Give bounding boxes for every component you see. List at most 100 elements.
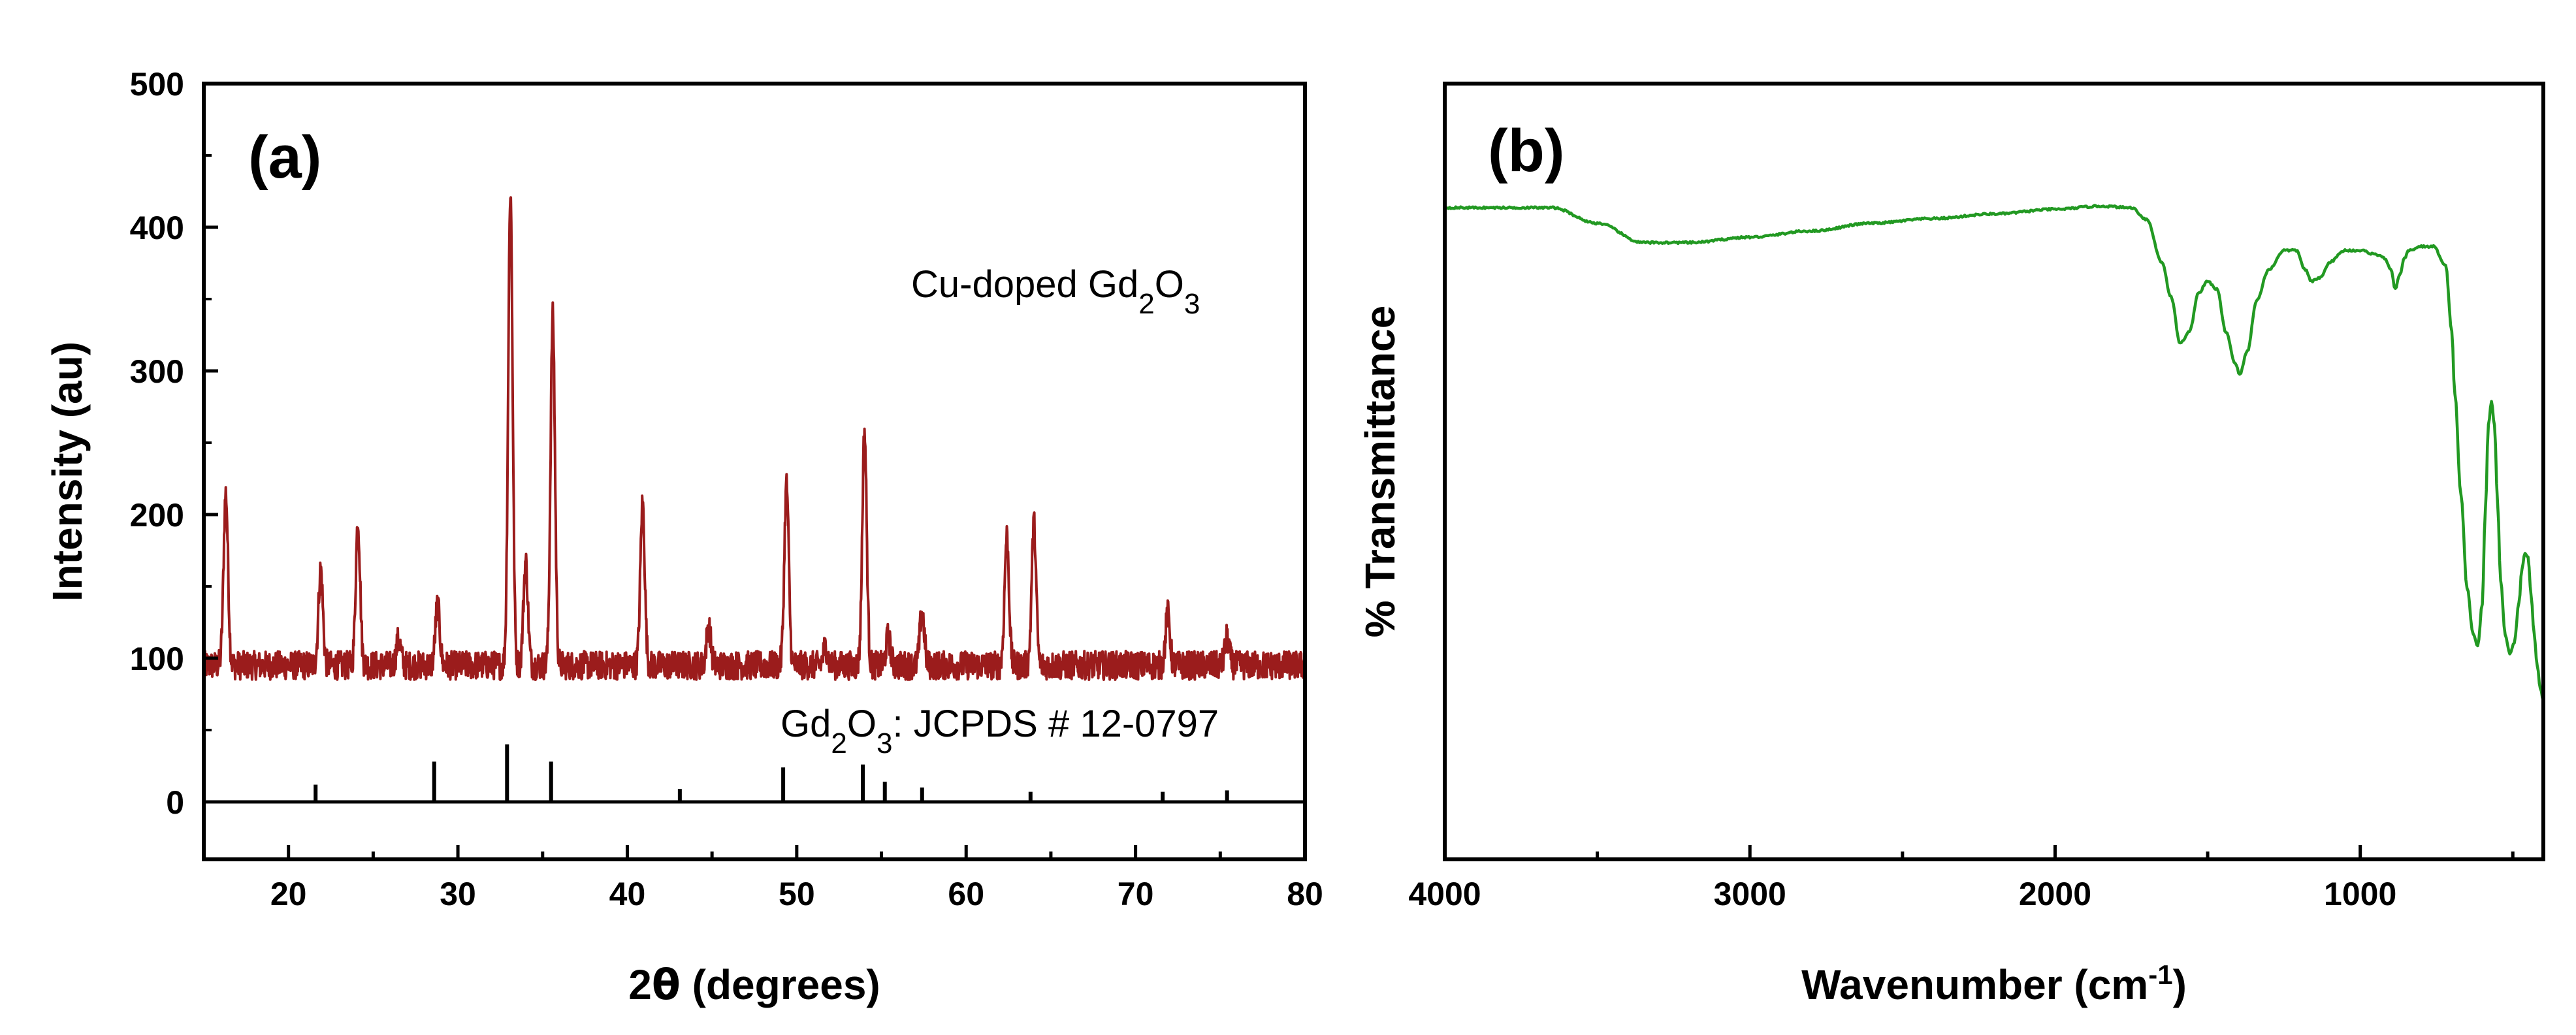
xrd-peak-1	[319, 568, 322, 571]
panel-a-x-tick-label: 40	[609, 876, 646, 912]
ftir-point-14	[2146, 218, 2148, 221]
xrd-peak-5	[509, 190, 511, 193]
ftir-point-40	[2398, 272, 2401, 275]
panel-a-y-tick-label: 500	[130, 66, 184, 103]
ftir-point-4	[1642, 242, 1645, 244]
panel-b-x-tick-label: 3000	[1714, 876, 1786, 912]
ftir-point-19	[2197, 292, 2200, 295]
ftir-point-61	[2513, 641, 2516, 643]
panel-b-x-tick-label: 4000	[1408, 876, 1481, 912]
panel-b-x-axis-title: Wavenumber (cm-1)	[1801, 959, 2187, 1009]
xrd-peak-4	[436, 604, 439, 607]
xrd-peak-8	[641, 502, 644, 504]
panel-a-label: (a)	[248, 124, 321, 191]
ftir-point-51	[2477, 645, 2479, 647]
xrd-peak-9	[707, 626, 710, 628]
ftir-point-3	[1596, 222, 1599, 225]
ftir-point-22	[2225, 330, 2227, 333]
ftir-point-2	[1551, 206, 1553, 209]
panel-a-y-tick-label: 0	[166, 784, 184, 821]
panel-a-x-axis-title: 2θ (degrees)	[628, 961, 880, 1010]
ftir-point-32	[2319, 276, 2322, 279]
panel-a-y-tick-label: 300	[130, 353, 184, 390]
ftir-point-47	[2454, 392, 2456, 395]
ftir-point-69	[2539, 688, 2541, 690]
ftir-point-64	[2524, 552, 2526, 554]
ftir-point-39	[2394, 288, 2396, 291]
ftir-point-33	[2328, 261, 2331, 263]
ftir-point-20	[2206, 280, 2209, 283]
ftir-point-45	[2444, 264, 2447, 267]
panel-b-x-tick-label: 2000	[2019, 876, 2091, 912]
ftir-point-46	[2451, 330, 2453, 333]
ftir-point-60	[2509, 652, 2511, 655]
panel-b-x-tick-label: 1000	[2324, 876, 2396, 912]
xrd-peak-10	[785, 483, 788, 486]
panel-b-plot-frame	[1443, 82, 2545, 861]
xrd-peak-17	[1167, 613, 1169, 615]
panel-a-xrd-chart: 20 30 40 50 60 70 80 0 100 200 300 400 500 (a) Cu-do…	[44, 66, 1323, 1010]
ftir-point-21	[2215, 288, 2218, 291]
ftir-point-52	[2481, 602, 2484, 605]
panel-a-x-tick-label: 20	[270, 876, 307, 912]
ftir-point-18	[2188, 330, 2191, 333]
ftir-point-58	[2500, 579, 2502, 581]
panel-b-label: (b)	[1488, 118, 1564, 184]
xrd-peak-14	[921, 609, 924, 612]
xrd-peak-0	[225, 492, 227, 494]
ftir-point-56	[2493, 424, 2496, 426]
ftir-point-37	[2383, 257, 2386, 259]
xrd-peak-16	[1033, 522, 1035, 524]
ftir-point-12	[2100, 205, 2102, 208]
panel-a-y-tick-label: 100	[130, 641, 184, 677]
xrd-peak-18	[1226, 637, 1229, 639]
ftir-point-68	[2536, 664, 2539, 667]
ftir-point-9	[1932, 217, 1935, 220]
ftir-point-30	[2304, 268, 2307, 271]
panel-a-x-tick-label: 80	[1287, 876, 1323, 912]
xrd-peak-11	[824, 645, 827, 648]
panel-a-reference-annotation: Gd2O3: JCPDS # 12-0797	[781, 703, 1219, 759]
xrd-peak-12	[863, 430, 866, 432]
ftir-point-11	[2053, 208, 2056, 210]
ftir-point-59	[2504, 633, 2507, 635]
ftir-point-63	[2520, 567, 2523, 570]
panel-b-ftir-chart: 4000 3000 2000 1000 (b) % Transmittance Wav…	[1357, 82, 2545, 1009]
panel-a-x-tick-label: 50	[779, 876, 815, 912]
xrd-peak-6	[524, 561, 527, 564]
ftir-point-24	[2238, 374, 2241, 376]
ftir-point-31	[2310, 280, 2313, 283]
ftir-point-5	[1688, 242, 1690, 244]
ftir-point-8	[1871, 222, 1873, 225]
panel-a-y-axis-title: Intensity (au)	[44, 342, 91, 601]
ftir-point-62	[2518, 602, 2520, 605]
ftir-point-48	[2460, 494, 2462, 496]
ftir-point-57	[2496, 502, 2499, 504]
ftir-point-67	[2533, 633, 2536, 635]
ftir-point-6	[1748, 236, 1751, 238]
ftir-point-50	[2472, 633, 2475, 635]
ftir-point-15	[2161, 261, 2163, 263]
ftir-point-38	[2389, 268, 2392, 271]
ftir-spectrum-line	[1444, 204, 2545, 701]
ftir-point-29	[2295, 249, 2298, 251]
ftir-point-53	[2484, 509, 2487, 511]
panel-a-y-tick-label: 400	[130, 210, 184, 246]
ftir-point-28	[2283, 249, 2285, 251]
panel-a-sample-annotation: Cu-doped Gd2O3	[911, 263, 1200, 320]
ftir-point-36	[2374, 253, 2377, 255]
ftir-point-7	[1810, 230, 1812, 232]
xrd-peak-7	[551, 315, 554, 317]
ftir-point-42	[2407, 249, 2410, 251]
panel-a-y-tick-label: 200	[130, 497, 184, 533]
panel-a-x-tick-label: 60	[948, 876, 984, 912]
xrd-peak-2	[357, 520, 359, 523]
panel-a-plot-frame	[202, 82, 1307, 861]
panel-b-y-axis-title: % Transmittance	[1357, 306, 1404, 638]
ftir-point-1	[1504, 206, 1507, 209]
panel-a-x-tick-label: 70	[1118, 876, 1154, 912]
xrd-peak-15	[1005, 535, 1008, 537]
ftir-point-65	[2527, 556, 2530, 558]
ftir-point-16	[2170, 296, 2172, 298]
